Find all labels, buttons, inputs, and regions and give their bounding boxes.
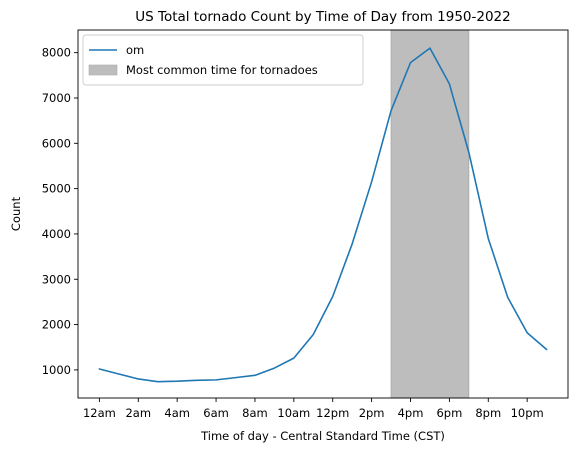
data-point bbox=[215, 378, 218, 381]
legend-label-shade: Most common time for tornadoes bbox=[126, 63, 318, 77]
legend-box bbox=[82, 34, 364, 86]
y-tick-label: 2000 bbox=[42, 318, 71, 332]
y-tick-label: 8000 bbox=[42, 46, 71, 60]
data-point bbox=[448, 82, 451, 85]
data-point bbox=[117, 372, 120, 375]
y-tick-label: 6000 bbox=[42, 136, 71, 150]
x-tick-label: 2pm bbox=[359, 406, 385, 420]
data-point bbox=[273, 367, 276, 370]
x-tick-label: 10am bbox=[277, 406, 310, 420]
data-point bbox=[331, 295, 334, 298]
x-axis-ticks: 12am 2am 4am 6am 8am 10am 12pm 2pm 4pm 6pm 8pm 10pm bbox=[83, 398, 544, 420]
chart-title: US Total tornado Count by Time of Day fr… bbox=[135, 9, 510, 25]
x-tick-label: 12pm bbox=[316, 406, 349, 420]
data-point bbox=[195, 379, 198, 382]
x-axis-label: Time of day - Central Standard Time (CST… bbox=[200, 429, 445, 443]
data-point bbox=[370, 180, 373, 183]
data-point bbox=[234, 376, 237, 379]
y-tick-label: 3000 bbox=[42, 272, 71, 286]
data-point bbox=[156, 380, 159, 383]
x-tick-label: 6pm bbox=[436, 406, 462, 420]
x-tick-label: 6am bbox=[203, 406, 229, 420]
y-axis-label: Count bbox=[9, 196, 23, 231]
x-tick-label: 8pm bbox=[475, 406, 501, 420]
data-point bbox=[526, 331, 529, 334]
shaded-region bbox=[390, 29, 470, 399]
data-point bbox=[506, 296, 509, 299]
x-tick-label: 10pm bbox=[511, 406, 544, 420]
series-line-om bbox=[98, 47, 548, 383]
data-point bbox=[390, 109, 393, 112]
axes-frame bbox=[77, 29, 569, 399]
legend-shade-swatch bbox=[88, 64, 118, 76]
data-point bbox=[428, 47, 431, 50]
legend-label-series: om bbox=[126, 43, 144, 57]
x-tick-label: 4am bbox=[164, 406, 190, 420]
data-point bbox=[487, 237, 490, 240]
x-tick-label: 4pm bbox=[398, 406, 424, 420]
y-axis-ticks: 1000 2000 3000 4000 5000 6000 7000 8000 bbox=[42, 46, 78, 377]
x-tick-label: 8am bbox=[242, 406, 268, 420]
data-point bbox=[176, 380, 179, 383]
data-point bbox=[137, 377, 140, 380]
data-point bbox=[545, 348, 548, 351]
y-tick-label: 1000 bbox=[42, 363, 71, 377]
data-point bbox=[98, 367, 101, 370]
plot-area bbox=[77, 29, 569, 399]
y-tick-label: 7000 bbox=[42, 91, 71, 105]
data-point bbox=[253, 374, 256, 377]
data-point bbox=[292, 357, 295, 360]
data-point bbox=[312, 333, 315, 336]
x-tick-label: 12am bbox=[83, 406, 116, 420]
data-point bbox=[409, 61, 412, 64]
legend: om Most common time for tornadoes bbox=[82, 34, 364, 86]
data-point bbox=[467, 151, 470, 154]
data-point bbox=[351, 242, 354, 245]
x-tick-label: 2am bbox=[125, 406, 151, 420]
y-tick-label: 4000 bbox=[42, 227, 71, 241]
y-tick-label: 5000 bbox=[42, 182, 71, 196]
